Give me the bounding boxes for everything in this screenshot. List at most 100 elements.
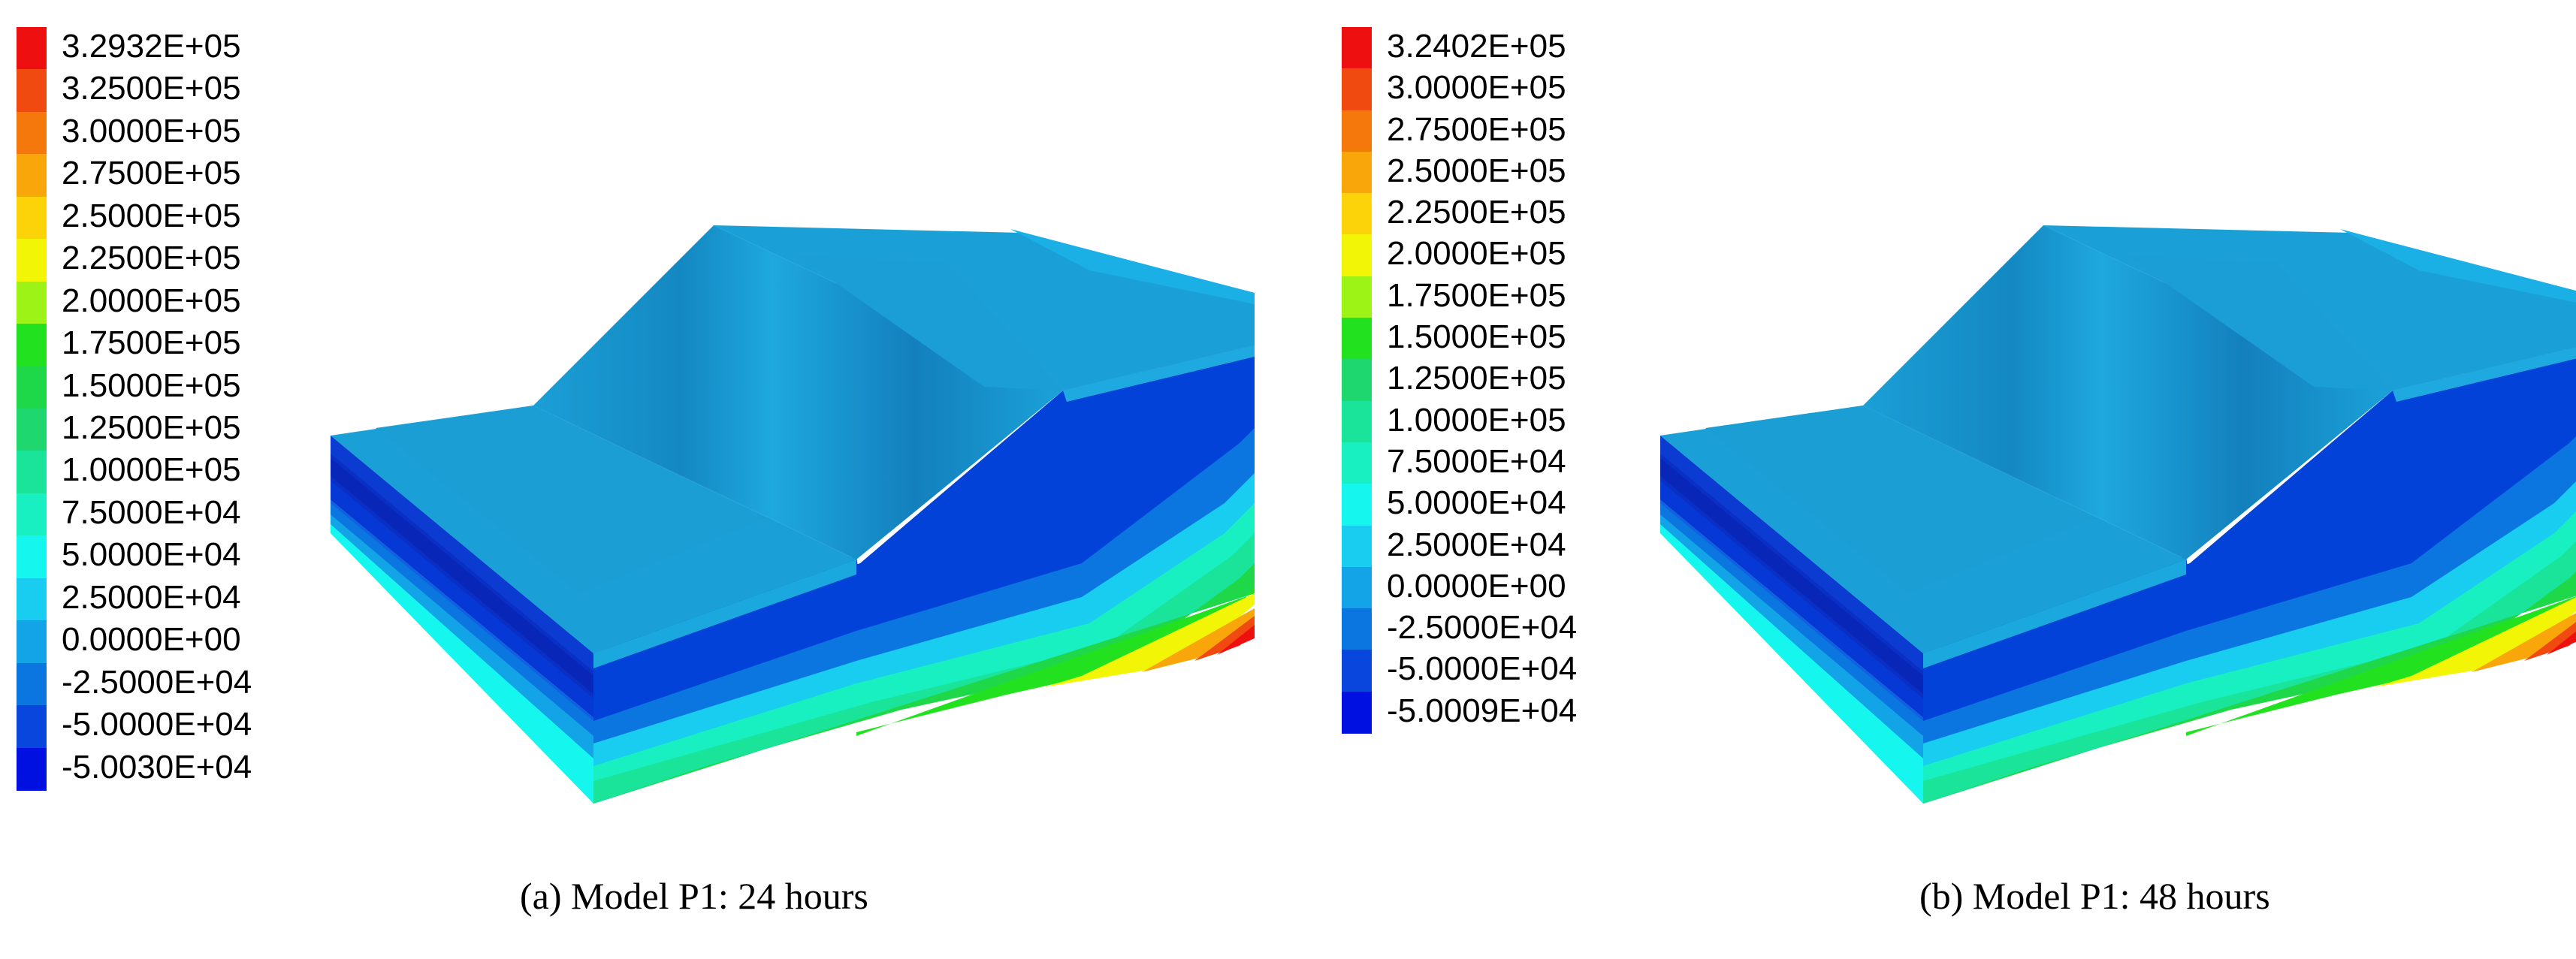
slope-model-3d [1660, 225, 2576, 804]
legend-label: 1.2500E+05 [62, 409, 241, 446]
legend-label: 1.7500E+05 [1387, 276, 1566, 314]
legend-swatch [1342, 608, 1372, 651]
contour-band [1142, 608, 1255, 672]
contour-band [593, 533, 1255, 804]
legend-label: 3.2932E+05 [62, 28, 241, 65]
stratum-band [1660, 458, 1923, 694]
legend-swatch [17, 324, 47, 367]
contour-band [1194, 616, 1255, 661]
legend-swatch [1342, 691, 1372, 734]
legend-swatch [17, 409, 47, 452]
top-plateau-edge [1010, 229, 1255, 304]
figure-caption: (b) Model P1: 48 hours [1919, 875, 2270, 917]
contour-band [2374, 597, 2576, 687]
color-scale-bar [1342, 27, 1372, 734]
legend-swatch [1342, 68, 1372, 111]
legend-label: 1.7500E+05 [62, 324, 241, 362]
legend-swatch [1342, 525, 1372, 568]
legend-swatch [1342, 27, 1372, 70]
contour-band [2472, 613, 2576, 672]
legend-swatch [1342, 359, 1372, 402]
color-scale-bar [17, 27, 47, 791]
legend-swatch [1342, 566, 1372, 610]
legend-swatch [1342, 442, 1372, 485]
legend-swatch [1342, 484, 1372, 526]
legend-label: 2.5000E+04 [62, 578, 241, 616]
legend-swatch [17, 281, 47, 325]
legend-label: 3.0000E+05 [62, 112, 241, 149]
legend-label: 0.0000E+00 [1387, 567, 1566, 605]
stratum-band [1660, 524, 1923, 804]
legend-swatch [17, 662, 47, 707]
legend-swatch [1342, 193, 1372, 236]
legend-label: 2.0000E+05 [1387, 235, 1566, 273]
side-face-edge [593, 559, 856, 668]
legend-label: 3.2402E+05 [1387, 28, 1566, 65]
legend-swatch [17, 493, 47, 537]
legend-swatch [17, 111, 47, 155]
legend-label: 2.5000E+05 [62, 197, 241, 234]
legend-swatch [17, 196, 47, 240]
figure-caption: (a) Model P1: 24 hours [520, 875, 868, 917]
legend-label: 2.5000E+05 [1387, 152, 1566, 189]
legend-label: 7.5000E+04 [62, 493, 241, 531]
legend-label: 0.0000E+00 [62, 621, 241, 659]
legend-swatch [17, 535, 47, 579]
legend-swatch [17, 69, 47, 113]
legend-label: 2.2500E+05 [1387, 194, 1566, 231]
lower-terrace [376, 406, 766, 593]
legend-swatch [1342, 650, 1372, 692]
legend-label: 1.0000E+05 [62, 451, 241, 489]
contour-band [1923, 541, 2576, 804]
legend-label: 2.2500E+05 [62, 240, 241, 277]
legend-label: 1.0000E+05 [1387, 401, 1566, 439]
top-plateau-edge [2340, 229, 2576, 303]
stratum-band [331, 458, 593, 694]
stratum-band [331, 524, 593, 804]
panel-48-hours: 3.2402E+05 3.0000E+05 2.7500E+05 2.5000E+05… [1288, 0, 2576, 959]
contour-band [2547, 631, 2576, 655]
legend-label: -2.5000E+04 [62, 663, 252, 701]
legend-label: 1.5000E+05 [1387, 318, 1566, 356]
legend-label: 5.0000E+04 [62, 536, 241, 574]
legend-label: 2.5000E+04 [1387, 526, 1566, 563]
legend-label: 5.0000E+04 [1387, 484, 1566, 522]
legend-swatch [17, 578, 47, 622]
stratum-band [1660, 436, 1923, 671]
legend-swatch [17, 27, 47, 71]
legend-swatch [17, 239, 47, 282]
side-face-edge [1923, 559, 2186, 668]
slope-face [1863, 225, 2393, 559]
legend-swatch [1342, 234, 1372, 277]
legend-swatch [1342, 151, 1372, 195]
stratum-band [1660, 481, 1923, 716]
legend-label: -2.5000E+04 [1387, 609, 1578, 647]
legend-label: 3.0000E+05 [1387, 69, 1566, 107]
legend-swatch [1342, 276, 1372, 319]
contour-band [1923, 511, 2576, 804]
panel-24-hours: 3.2932E+05 3.2500E+05 3.0000E+05 2.7500E+05… [17, 27, 1255, 917]
legend-swatch [17, 620, 47, 664]
legend-swatch [17, 154, 47, 198]
contour-band [1217, 625, 1255, 655]
legend-label: -5.0009E+04 [1387, 692, 1578, 729]
slope-model-3d [331, 225, 1255, 804]
legend-swatch [17, 451, 47, 494]
legend-label: -5.0030E+04 [62, 748, 252, 786]
legend-label: 1.2500E+05 [1387, 360, 1566, 397]
legend-swatch [17, 366, 47, 409]
legend-label: 2.7500E+05 [1387, 110, 1566, 148]
stratum-band [331, 436, 593, 671]
legend-swatch [17, 705, 47, 749]
legend-label: 3.2500E+05 [62, 70, 241, 107]
lower-terrace [1705, 406, 2096, 593]
legend-label: -5.0000E+04 [62, 706, 252, 743]
plateau-rim [2393, 347, 2576, 402]
legend-label: 1.5000E+05 [62, 366, 241, 404]
legend-swatch [1342, 318, 1372, 360]
legend-swatch [17, 747, 47, 791]
legend-label: 7.5000E+04 [1387, 442, 1566, 480]
legend-swatch [1342, 110, 1372, 152]
legend-label: -5.0000E+04 [1387, 650, 1578, 688]
contour-band [593, 503, 1255, 804]
